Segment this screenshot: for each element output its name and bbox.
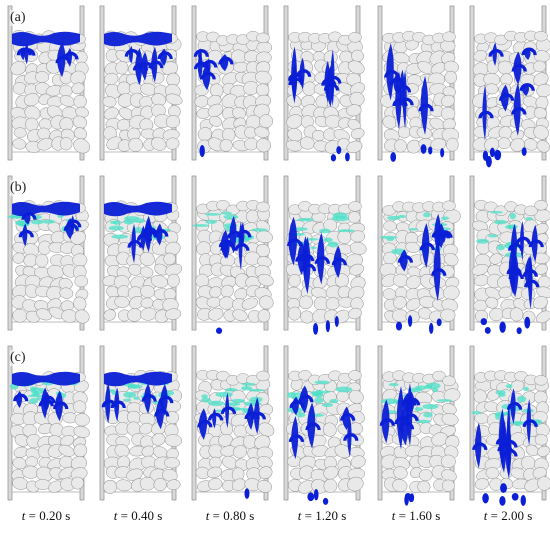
fluid-phase: [286, 380, 359, 505]
left-wall: [283, 5, 289, 161]
panel: [469, 175, 550, 335]
time-value: = 0.40 s: [117, 508, 163, 523]
left-wall: [377, 175, 383, 331]
fluid-phase: [192, 211, 268, 334]
panel: [7, 5, 90, 161]
fluid-phase: [101, 371, 175, 430]
panel: [283, 345, 366, 505]
time-symbol: t: [113, 508, 118, 523]
time-label: t = 2.00 s: [470, 508, 546, 524]
left-wall: [469, 175, 475, 331]
panel: [191, 345, 275, 501]
left-wall: [283, 345, 289, 501]
particle-bed: [285, 201, 367, 324]
particle-bed: [194, 30, 274, 154]
panel: [6, 175, 90, 331]
panel: [191, 5, 274, 161]
panel: [377, 5, 460, 162]
fluid-phase: [197, 382, 266, 499]
fluid-phase: [9, 371, 80, 422]
particle-bed: [472, 30, 550, 153]
left-wall: [469, 5, 475, 161]
left-wall: [99, 175, 105, 331]
panel: [191, 175, 274, 334]
particle-bed: [9, 371, 90, 493]
fluid-phase: [104, 201, 172, 264]
left-wall: [283, 175, 289, 331]
panel: [469, 5, 550, 168]
time-symbol: t: [205, 508, 210, 523]
fluid-phase: [6, 201, 82, 247]
particle-bed: [102, 30, 183, 152]
fluid-phase: [471, 384, 543, 506]
time-label: t = 1.20 s: [284, 508, 360, 524]
left-wall: [191, 175, 197, 331]
panel: [283, 175, 367, 335]
particle-bed: [11, 200, 90, 324]
fluid-phase: [287, 46, 350, 162]
panel: [377, 345, 461, 506]
left-wall: [469, 345, 475, 501]
row-label: (c): [10, 350, 26, 366]
time-value: = 0.80 s: [209, 508, 255, 523]
fluid-phase: [287, 212, 356, 335]
time-value: = 0.20 s: [25, 508, 71, 523]
time-symbol: t: [391, 508, 396, 523]
panel: [99, 345, 183, 501]
left-wall: [191, 345, 197, 501]
time-value: = 2.00 s: [487, 508, 533, 523]
fluid-phase: [104, 31, 173, 86]
panel: [283, 5, 365, 162]
fluid-phase: [478, 42, 537, 168]
time-label: t = 0.20 s: [8, 508, 84, 524]
fluid-phase: [379, 382, 453, 506]
left-wall: [7, 5, 13, 161]
fluid-phase: [476, 210, 544, 335]
time-value: = 1.60 s: [395, 508, 441, 523]
time-symbol: t: [297, 508, 302, 523]
left-wall: [377, 5, 383, 161]
fluid-phase: [12, 31, 80, 78]
panel: [377, 175, 461, 334]
left-wall: [99, 5, 105, 161]
time-label: t = 0.80 s: [192, 508, 268, 524]
left-wall: [7, 345, 13, 501]
panel: [99, 5, 183, 161]
fluid-phase: [379, 212, 453, 334]
particle-bed: [472, 370, 550, 492]
left-wall: [7, 175, 13, 331]
fluid-phase: [193, 48, 234, 157]
time-symbol: t: [21, 508, 26, 523]
time-symbol: t: [483, 508, 488, 523]
panel: [469, 345, 550, 506]
fluid-phase: [384, 42, 445, 162]
panel: [7, 345, 90, 501]
left-wall: [99, 345, 105, 501]
particle-bed: [286, 370, 366, 494]
panel: [99, 175, 183, 331]
time-label: t = 1.60 s: [378, 508, 454, 524]
particle-bed: [102, 370, 183, 494]
time-value: = 1.20 s: [301, 508, 347, 523]
row-label: (a): [10, 10, 26, 26]
time-label: t = 0.40 s: [100, 508, 176, 524]
left-wall: [191, 5, 197, 161]
row-label: (b): [10, 180, 27, 196]
